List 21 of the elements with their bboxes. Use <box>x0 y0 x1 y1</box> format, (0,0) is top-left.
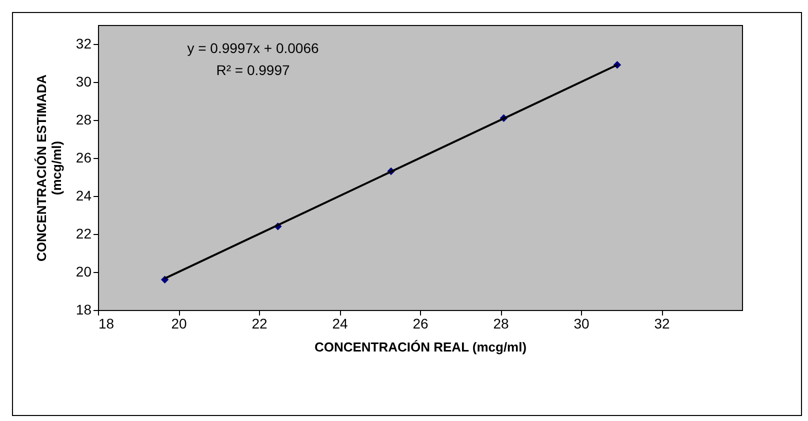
annotation: y = 0.9997x + 0.0066 <box>187 40 319 56</box>
annotation: R² = 0.9997 <box>216 62 290 78</box>
x-axis-title: CONCENTRACIÓN REAL (mcg/ml) <box>314 340 527 354</box>
y-tick-label: 22 <box>76 226 92 242</box>
x-tick-label: 22 <box>252 316 268 332</box>
y-tick-label: 30 <box>76 74 92 90</box>
y-tick-label: 26 <box>76 150 92 166</box>
y-tick-label: 20 <box>76 264 92 280</box>
x-tick-label: 28 <box>493 316 509 332</box>
x-tick-label: 18 <box>98 316 114 332</box>
x-tick-label: 20 <box>171 316 187 332</box>
text: CONCENTRACIÓN ESTIMADA <box>34 74 49 262</box>
x-tick-label: 32 <box>654 316 670 332</box>
x-tick-label: 30 <box>574 316 590 332</box>
x-tick-label: 26 <box>412 316 428 332</box>
y-tick-label: 28 <box>76 112 92 128</box>
y-tick-label: 24 <box>76 188 92 204</box>
text: (mcg/ml) <box>48 140 64 196</box>
y-tick-label: 32 <box>76 36 92 52</box>
y-tick-label: 18 <box>76 302 92 318</box>
x-tick-label: 24 <box>332 316 348 332</box>
